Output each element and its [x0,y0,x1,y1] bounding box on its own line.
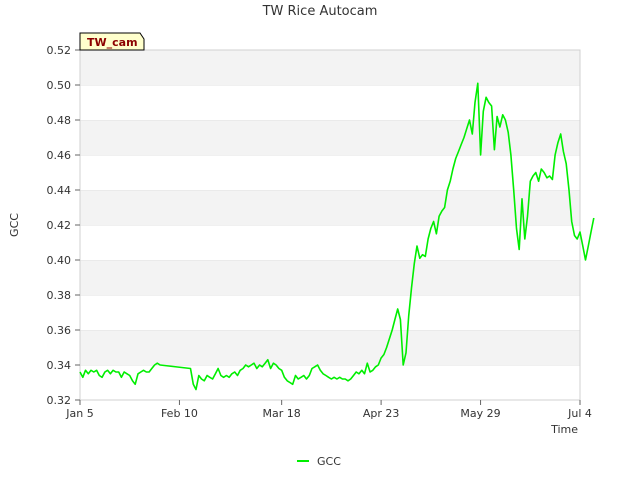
grid-band [80,365,580,400]
x-tick-label: May 29 [460,407,500,420]
legend-label-gcc: GCC [317,455,341,468]
y-tick-label: 0.52 [47,44,72,57]
y-axis-label: GCC [8,213,21,237]
badge: TW_cam [79,32,145,51]
y-tick-label: 0.50 [47,79,72,92]
y-tick-label: 0.46 [47,149,72,162]
x-axis-label: Time [550,423,578,436]
grid-band [80,190,580,225]
chart-title: TW Rice Autocam [262,4,378,19]
y-tick-label: 0.42 [47,219,72,232]
grid-band [80,225,580,260]
y-tick-label: 0.48 [47,114,72,127]
x-tick-label: Apr 23 [363,407,400,420]
y-tick-label: 0.36 [47,324,72,337]
badge-label: TW_cam [87,36,138,49]
legend: GCC [297,455,341,468]
x-tick-label: Mar 18 [263,407,301,420]
series-layer [79,82,595,391]
grid-band [80,85,580,120]
x-tick-label: Jul 4 [567,407,592,420]
y-tick-label: 0.40 [47,254,72,267]
y-axis: 0.32 0.34 0.36 0.38 0.40 0.42 0.44 0.46 0.48 0.50… [47,44,80,407]
grid-band [80,155,580,190]
y-tick-label: 0.44 [47,184,72,197]
x-tick-label: Feb 10 [161,407,198,420]
x-tick-label: Jan 5 [65,407,93,420]
grid-band [80,260,580,295]
x-axis: Jan 5 Feb 10 Mar 18 Apr 23 May 29 Jul 4 [65,400,592,420]
y-tick-label: 0.38 [47,289,72,302]
badge-box [79,32,145,51]
y-tick-label: 0.32 [47,394,72,407]
grid-band [80,330,580,365]
series-line-gcc [79,82,595,391]
grid-bands [80,49,580,400]
grid-band [80,50,580,85]
y-tick-label: 0.34 [47,359,72,372]
grid-band [80,295,580,330]
grid-band [80,120,580,155]
